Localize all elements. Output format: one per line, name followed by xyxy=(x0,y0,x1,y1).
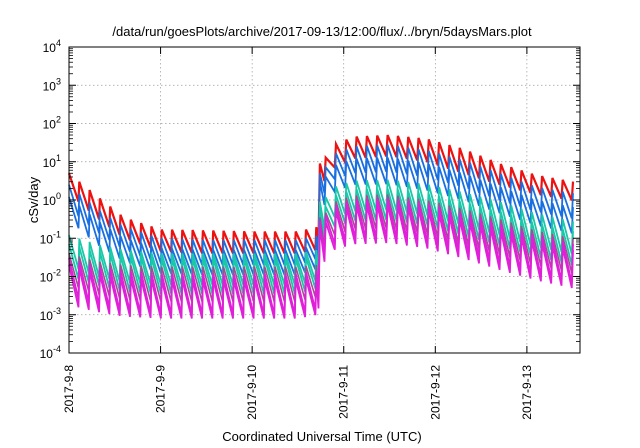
y-tick-label: 10-3 xyxy=(40,306,61,323)
y-tick-label-base: 10 xyxy=(40,271,54,285)
y-tick-label-exponent: 0 xyxy=(56,191,61,201)
y-tick-label-exponent: 3 xyxy=(56,76,61,86)
y-tick-label-base: 10 xyxy=(43,79,57,93)
y-tick-label-base: 10 xyxy=(40,309,54,323)
x-axis-label: Coordinated Universal Time (UTC) xyxy=(222,429,421,444)
y-tick-label: 103 xyxy=(43,76,61,93)
y-tick-label: 10-4 xyxy=(40,344,61,361)
y-tick-label: 104 xyxy=(43,38,61,55)
y-tick-label-base: 10 xyxy=(43,41,57,55)
y-tick-label-exponent: -4 xyxy=(53,344,61,354)
x-tick-label: 2017-9-12 xyxy=(428,365,442,420)
y-tick-label-exponent: 1 xyxy=(56,153,61,163)
tick-marks xyxy=(68,46,580,354)
y-tick-label: 10-2 xyxy=(40,268,61,285)
y-tick-label-exponent: -3 xyxy=(53,306,61,316)
y-tick-label-base: 10 xyxy=(43,194,57,208)
x-tick-label: 2017-9-9 xyxy=(154,365,168,413)
y-tick-label: 102 xyxy=(43,115,61,132)
y-tick-label: 100 xyxy=(43,191,61,208)
x-tick-label: 2017-9-8 xyxy=(62,365,76,413)
y-tick-label: 10-1 xyxy=(40,229,61,246)
x-tick-labels: 2017-9-8 2017-9-9 2017-9-10 2017-9-11 2017-9… xyxy=(62,365,534,420)
x-tick-label: 2017-9-10 xyxy=(245,365,259,420)
y-tick-label-exponent: 2 xyxy=(56,115,61,125)
y-tick-label-exponent: -2 xyxy=(53,268,61,278)
y-tick-label-base: 10 xyxy=(40,347,54,361)
y-tick-label-exponent: 4 xyxy=(56,38,61,48)
series-group xyxy=(67,134,575,319)
y-tick-label-base: 10 xyxy=(40,232,54,246)
y-tick-label: 101 xyxy=(43,153,61,170)
series-line xyxy=(68,204,574,319)
chart-title: /data/run/goesPlots/archive/2017-09-13/1… xyxy=(112,24,532,39)
x-tick-label: 2017-9-13 xyxy=(520,365,534,420)
y-tick-label-base: 10 xyxy=(43,118,57,132)
x-tick-label: 2017-9-11 xyxy=(337,365,351,419)
y-tick-label-base: 10 xyxy=(43,156,57,170)
y-tick-label-exponent: -1 xyxy=(53,229,61,239)
y-axis-label: cSv/day xyxy=(26,176,41,223)
